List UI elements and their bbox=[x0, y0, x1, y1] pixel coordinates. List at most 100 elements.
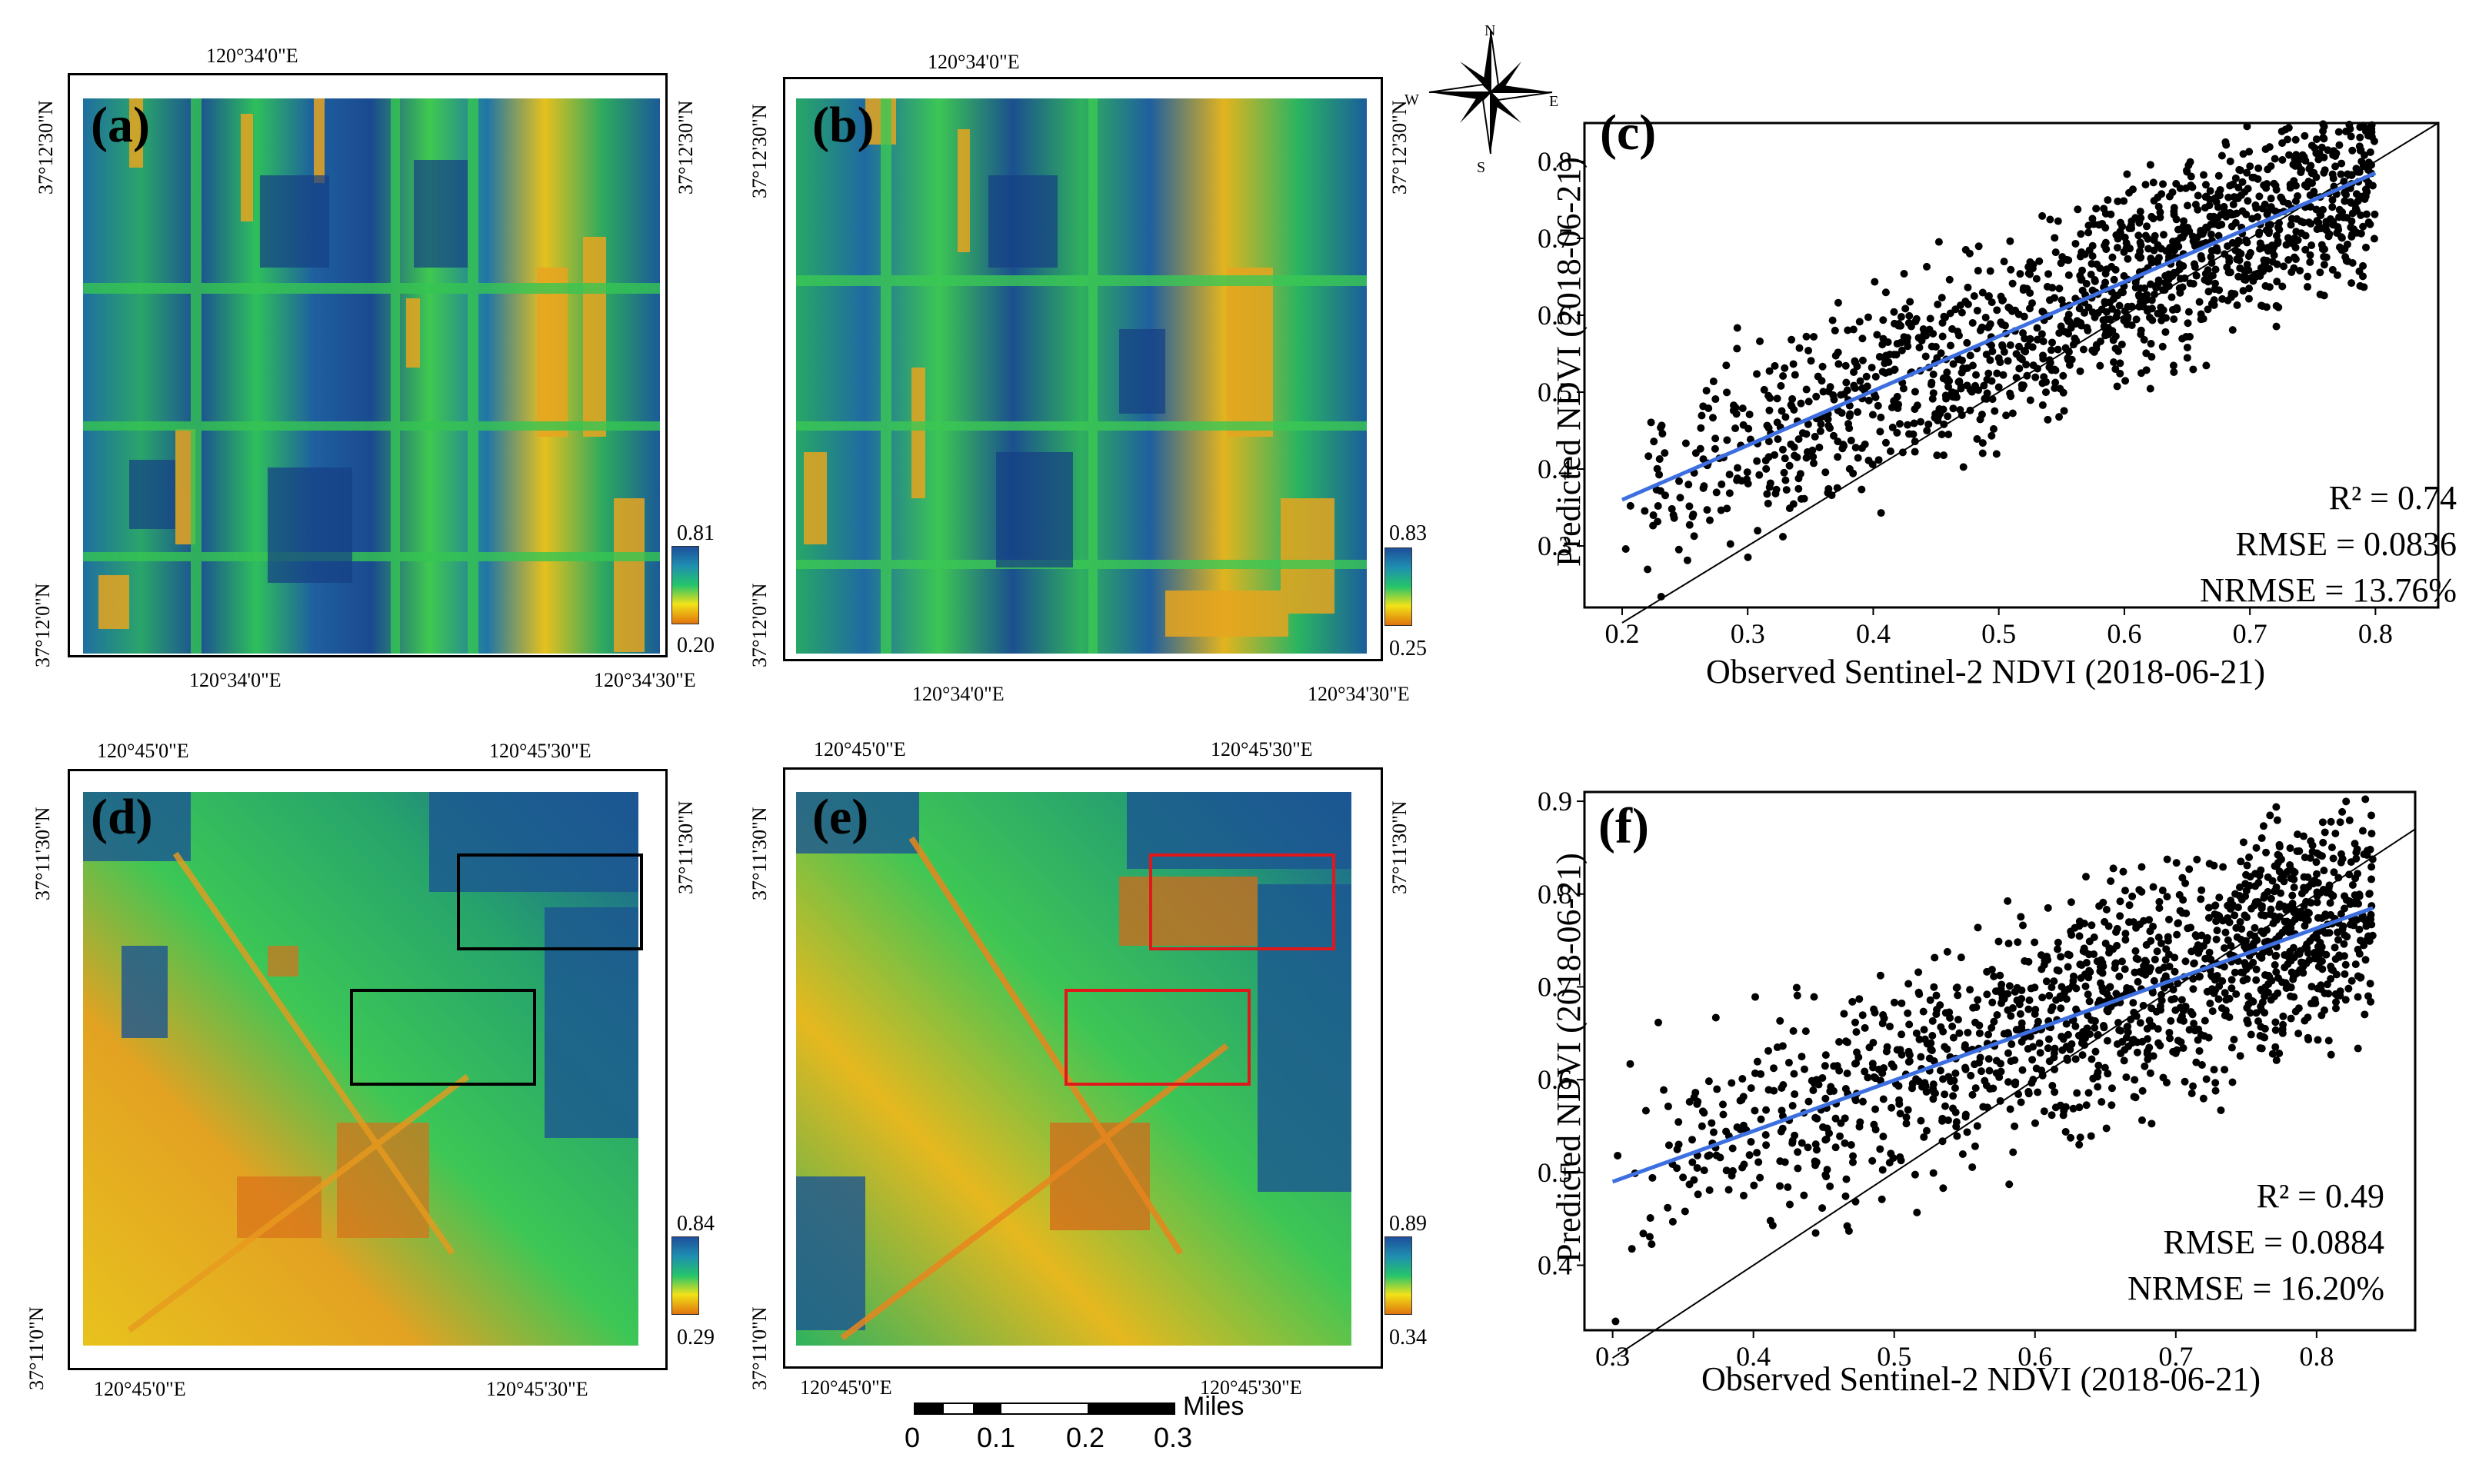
scatter-point bbox=[1944, 412, 1952, 421]
scatter-point bbox=[1797, 399, 1805, 408]
scatter-point bbox=[2228, 1078, 2237, 1086]
scatter-point bbox=[2335, 953, 2344, 961]
scale-tick-3: 0.3 bbox=[1154, 1422, 1193, 1453]
scatter-point bbox=[2141, 181, 2150, 189]
colorbar-b bbox=[1384, 547, 1412, 626]
scatter-point bbox=[2271, 961, 2279, 970]
scatter-point bbox=[2134, 252, 2143, 261]
scatter-point bbox=[2232, 194, 2241, 202]
scatter-point bbox=[1868, 460, 1877, 468]
scatter-point bbox=[1685, 1180, 1694, 1189]
scatter-point bbox=[2173, 930, 2181, 939]
y-tick-label: 0.8 bbox=[1538, 146, 1572, 177]
scatter-point bbox=[2331, 1004, 2340, 1013]
scatter-point bbox=[2145, 967, 2154, 976]
scatter-point bbox=[1811, 1140, 1820, 1149]
scatter-point bbox=[2278, 282, 2287, 291]
scatter-point bbox=[1706, 516, 1714, 524]
scatter-point bbox=[2342, 191, 2351, 199]
scatter-point bbox=[1941, 1090, 1949, 1099]
scatter-point bbox=[1733, 344, 1741, 353]
y-tick-label: 0.6 bbox=[1538, 300, 1572, 331]
scatter-point bbox=[2117, 1026, 2125, 1035]
scatter-point bbox=[2082, 279, 2091, 288]
scatter-point bbox=[2243, 861, 2251, 870]
right-lat-d: 37°11'30"N bbox=[675, 800, 697, 894]
scatter-point bbox=[2366, 148, 2374, 156]
scatter-point bbox=[2032, 275, 2041, 283]
scatter-point bbox=[1754, 1158, 1763, 1166]
scatter-point bbox=[1871, 1105, 1880, 1113]
scatter-point bbox=[2307, 141, 2316, 150]
scatter-point bbox=[2257, 902, 2266, 910]
scatter-point bbox=[2330, 868, 2338, 877]
scatter-point bbox=[1881, 369, 1890, 378]
scatter-point bbox=[2084, 1089, 2093, 1097]
scatter-point bbox=[1802, 430, 1811, 438]
scatter-point bbox=[2076, 1133, 2084, 1142]
scatter-point bbox=[1981, 313, 1990, 321]
scatter-point bbox=[1835, 1038, 1844, 1046]
scatter-point bbox=[2158, 342, 2167, 351]
scatter-point bbox=[1793, 991, 1801, 1000]
scatter-point bbox=[2076, 960, 2084, 969]
scatter-point bbox=[2117, 957, 2126, 966]
scatter-point bbox=[2147, 340, 2155, 348]
scatter-point bbox=[2138, 1086, 2147, 1095]
scatter-point bbox=[2346, 920, 2354, 929]
scatter-point bbox=[1679, 1173, 1688, 1182]
scatter-point bbox=[2201, 1017, 2209, 1025]
left-lat-top-a: 37°12'30"N bbox=[35, 100, 57, 195]
scatter-point bbox=[2347, 132, 2355, 141]
scatter-point bbox=[2008, 1040, 2016, 1049]
scatter-point bbox=[2038, 965, 2046, 973]
scatter-point bbox=[2051, 234, 2059, 242]
scatter-point bbox=[1944, 1073, 1953, 1081]
scatter-point bbox=[1718, 480, 1726, 488]
scatter-point bbox=[1939, 1184, 1948, 1193]
scatter-point bbox=[1922, 1126, 1931, 1135]
scatter-point bbox=[2148, 316, 2157, 324]
scatter-point bbox=[2157, 190, 2166, 198]
scatter-point bbox=[2286, 864, 2294, 873]
scatter-point bbox=[1684, 481, 1693, 489]
scatter-point bbox=[2252, 843, 2261, 852]
y-ticks-c: 0.30.40.50.60.70.8 bbox=[1538, 146, 1584, 561]
scatter-point bbox=[1688, 1136, 1697, 1144]
scatter-point bbox=[2012, 1026, 2021, 1034]
scatter-point bbox=[2000, 348, 2008, 356]
scatter-point bbox=[2031, 373, 2040, 381]
scatter-point bbox=[2221, 989, 2229, 997]
scatter-point bbox=[2300, 153, 2308, 161]
x-tick-label: 0.8 bbox=[2358, 618, 2393, 649]
panel-d: (d) 120°45'0"E 120°45'30"E 37°11'30"N 37… bbox=[0, 730, 715, 1484]
scatter-point bbox=[1847, 1140, 1855, 1149]
panel-label-e: (e) bbox=[812, 789, 869, 845]
scatter-point bbox=[1694, 1190, 1702, 1199]
scatter-point bbox=[2271, 207, 2280, 215]
scatter-point bbox=[2333, 271, 2341, 279]
scatter-point bbox=[2304, 1013, 2312, 1022]
scatter-point bbox=[2257, 953, 2266, 962]
scatter-point bbox=[2289, 975, 2297, 983]
scatter-point bbox=[1747, 1084, 1755, 1093]
scatter-point bbox=[2000, 258, 2008, 266]
scatter-point bbox=[2360, 850, 2368, 859]
scatter-point bbox=[2152, 284, 2161, 292]
scatter-point bbox=[2335, 141, 2344, 149]
scatter-point bbox=[2064, 256, 2073, 265]
scatter-point bbox=[1887, 1150, 1895, 1158]
scatter-point bbox=[2356, 973, 2364, 982]
scatter-point bbox=[1874, 401, 1882, 410]
scatter-point bbox=[1655, 454, 1664, 463]
scatter-point bbox=[2264, 873, 2272, 881]
scatter-point bbox=[2104, 196, 2112, 205]
scatter-point bbox=[2101, 238, 2110, 247]
panel-label-c: (c) bbox=[1600, 105, 1657, 161]
x-ticks-f: 0.3 0.4 0.5 0.6 0.7 0.8 bbox=[1595, 1330, 2334, 1372]
scatter-point bbox=[2170, 204, 2178, 212]
scatter-point bbox=[2035, 1039, 2044, 1047]
scatter-point bbox=[2028, 1056, 2037, 1064]
scatter-point bbox=[1788, 1139, 1797, 1147]
scatter-point bbox=[2038, 211, 2047, 220]
